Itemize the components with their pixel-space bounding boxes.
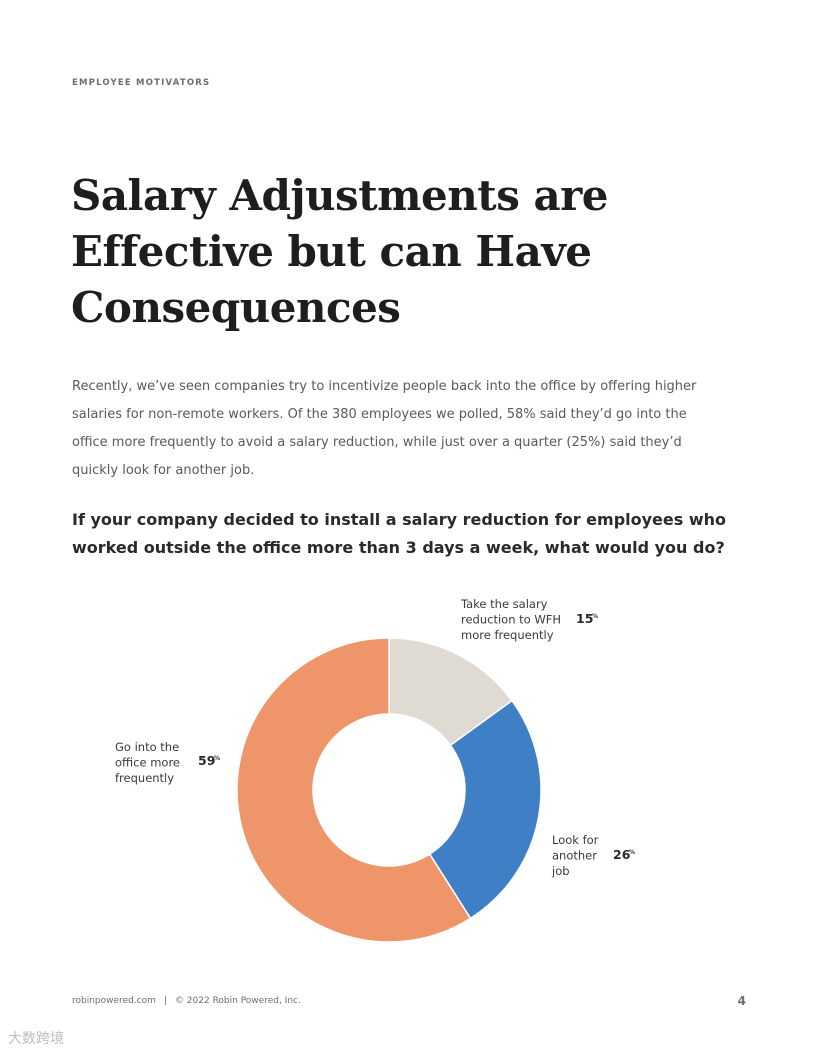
footer: robinpowered.com | © 2022 Robin Powered, I… xyxy=(72,996,301,1006)
page-number: 4 xyxy=(737,994,746,1008)
watermark: 大数跨境 xyxy=(8,1031,64,1047)
slice-label-another-job: Look for xyxy=(552,833,599,847)
page-title: Salary Adjustments are Effective but can… xyxy=(71,171,609,332)
intro-paragraph: Recently, we’ve seen companies try to in… xyxy=(72,379,697,478)
slice-percent-sign-wfh: % xyxy=(592,613,598,620)
footer-copyright: © 2022 Robin Powered, Inc. xyxy=(174,996,301,1006)
slice-label-another-job: another xyxy=(552,849,597,863)
slice-label-wfh: more frequently xyxy=(461,628,554,642)
footer-separator: | xyxy=(163,996,167,1006)
slice-value-wfh: 15 xyxy=(576,611,593,626)
slice-label-office: office more xyxy=(115,756,180,770)
slice-label-wfh: Take the salary xyxy=(460,597,548,611)
slice-label-another-job: job xyxy=(551,864,570,878)
slice-label-wfh: reduction to WFH xyxy=(461,613,561,627)
slice-go-into-office xyxy=(236,637,472,943)
slice-label-office: frequently xyxy=(115,771,174,785)
slice-percent-sign-another-job: % xyxy=(629,849,635,856)
slice-look-for-another-job xyxy=(428,699,542,920)
survey-question: If your company decided to install a sal… xyxy=(72,510,727,557)
slice-value-another-job: 26 xyxy=(613,847,631,862)
slice-label-office: Go into the xyxy=(115,740,179,754)
section-label: EMPLOYEE MOTIVATORS xyxy=(72,78,211,88)
slice-percent-sign-office: % xyxy=(214,755,220,762)
slice-value-office: 59 xyxy=(198,753,215,768)
footer-site-link[interactable]: robinpowered.com xyxy=(72,996,156,1006)
